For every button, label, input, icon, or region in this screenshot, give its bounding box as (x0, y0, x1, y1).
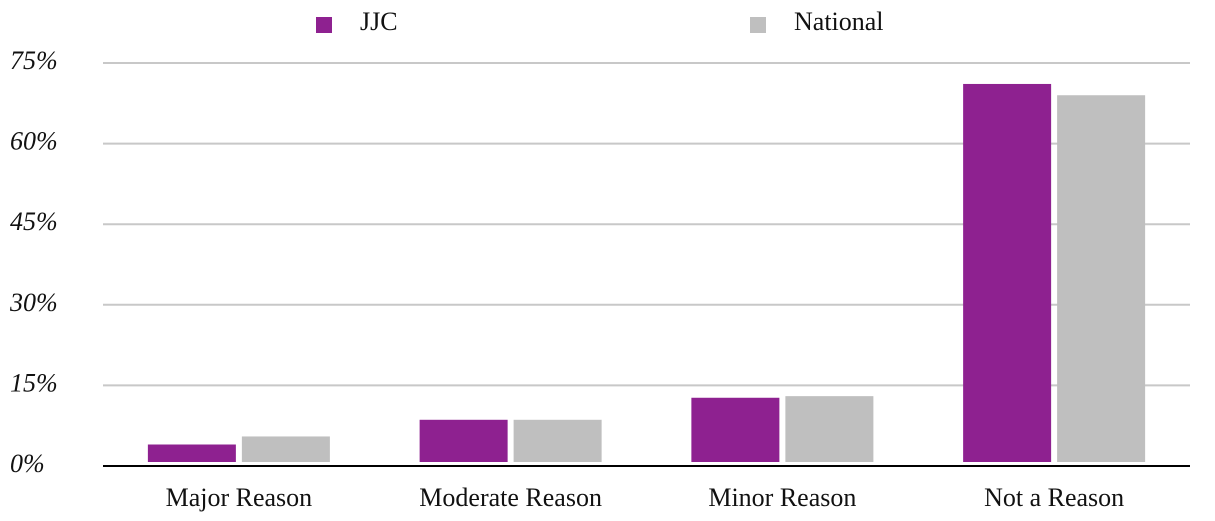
legend-label: JJC (360, 7, 398, 36)
bar (785, 396, 874, 462)
x-tick-label: Moderate Reason (419, 483, 602, 512)
x-tick-label: Not a Reason (984, 483, 1124, 512)
y-tick-label: 75% (10, 46, 58, 75)
bar (419, 419, 508, 462)
y-tick-label: 60% (10, 127, 58, 156)
y-tick-label: 45% (10, 207, 58, 236)
y-tick-label: 15% (10, 368, 58, 397)
bar (1057, 95, 1146, 463)
x-tick-label: Minor Reason (708, 483, 856, 512)
legend-swatch (750, 17, 766, 33)
bar (513, 419, 602, 462)
y-tick-label: 0% (10, 449, 45, 478)
y-tick-label: 30% (9, 288, 58, 317)
legend-swatch (316, 17, 332, 33)
bar (147, 444, 236, 462)
legend-label: National (794, 7, 884, 36)
x-tick-label: Major Reason (166, 483, 313, 512)
bar (691, 397, 780, 462)
bar (241, 436, 330, 462)
bar (963, 83, 1052, 463)
